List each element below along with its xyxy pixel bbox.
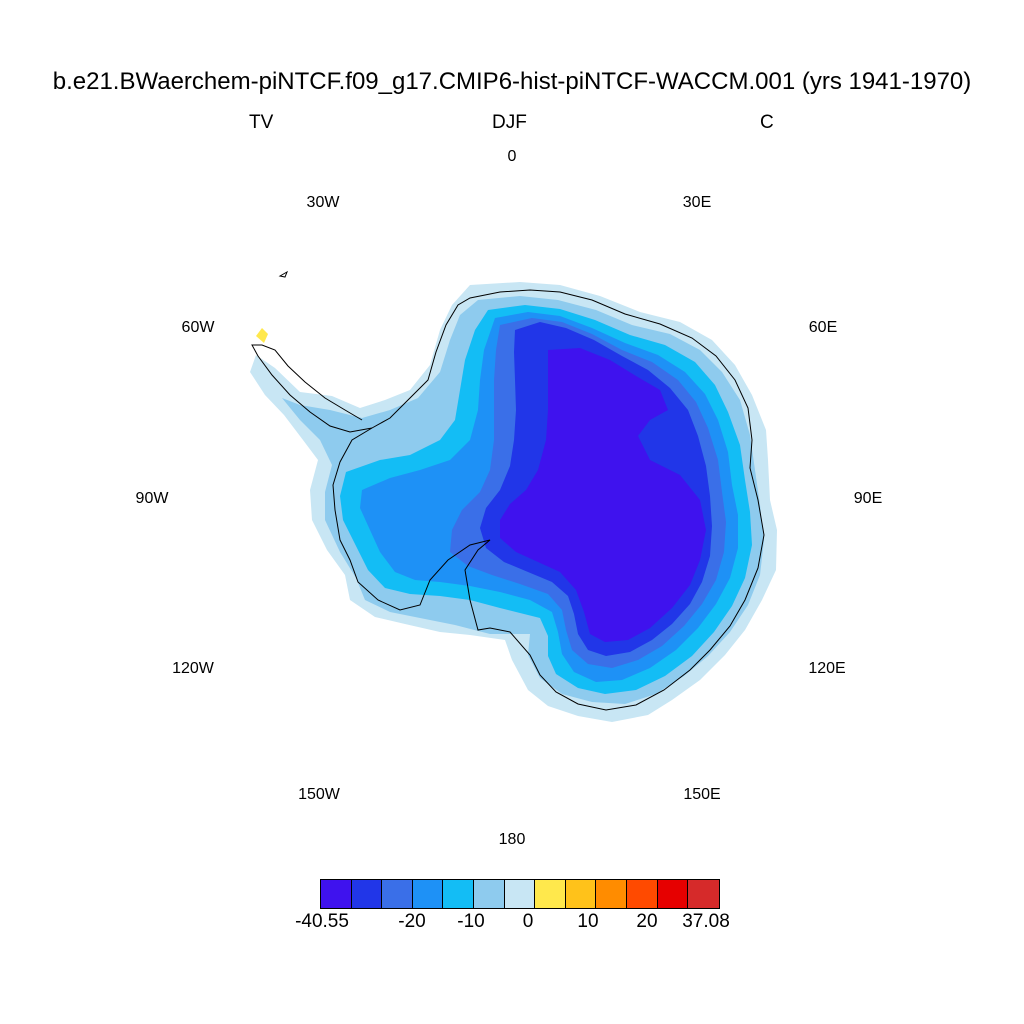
colorbar [320,879,720,909]
lon-label-90w: 90W [135,490,169,507]
colorbar-label-0: 0 [522,911,534,932]
colorbar-swatch-12 [688,880,719,908]
colorbar-swatch-6 [504,880,536,908]
colorbar-swatch-0 [321,880,352,908]
lon-label-180: 180 [498,831,526,848]
colorbar-swatch-2 [382,880,413,908]
colorbar-label-neg20: -20 [398,911,426,932]
colorbar-swatch-1 [351,880,383,908]
peninsula-coastline [251,344,373,433]
coastline [332,289,765,711]
lon-label-120e: 120E [808,660,846,677]
lon-label-0: 0 [507,148,517,165]
colorbar-label-10: 10 [577,911,599,932]
colorbar-swatch-11 [657,880,689,908]
colorbar-swatch-8 [565,880,597,908]
colorbar-swatch-3 [412,880,444,908]
colorbar-label-20: 20 [636,911,658,932]
contour-core [500,348,706,642]
colorbar-swatch-10 [626,880,658,908]
lon-label-90e: 90E [853,490,883,507]
colorbar-swatch-7 [535,880,566,908]
units-label: C [760,112,774,133]
colorbar-label-max: 37.08 [682,911,730,932]
colorbar-label-neg10: -10 [457,911,485,932]
lon-label-60w: 60W [181,319,215,336]
lon-label-150e: 150E [683,786,721,803]
lon-label-60e: 60E [808,319,838,336]
positive-anomaly-patch [256,328,268,343]
variable-label: TV [249,112,274,133]
colorbar-label-min: -40.55 [295,911,349,932]
colorbar-swatch-9 [596,880,627,908]
lon-label-120w: 120W [172,660,214,677]
lon-label-150w: 150W [298,786,340,803]
plot-title: b.e21.BWaerchem-piNTCF.f09_g17.CMIP6-his… [52,68,972,95]
lon-label-30e: 30E [682,194,712,211]
season-label: DJF [492,112,527,133]
island-outline [278,270,288,278]
colorbar-swatch-4 [443,880,474,908]
lon-label-30w: 30W [306,194,340,211]
colorbar-swatch-5 [473,880,505,908]
